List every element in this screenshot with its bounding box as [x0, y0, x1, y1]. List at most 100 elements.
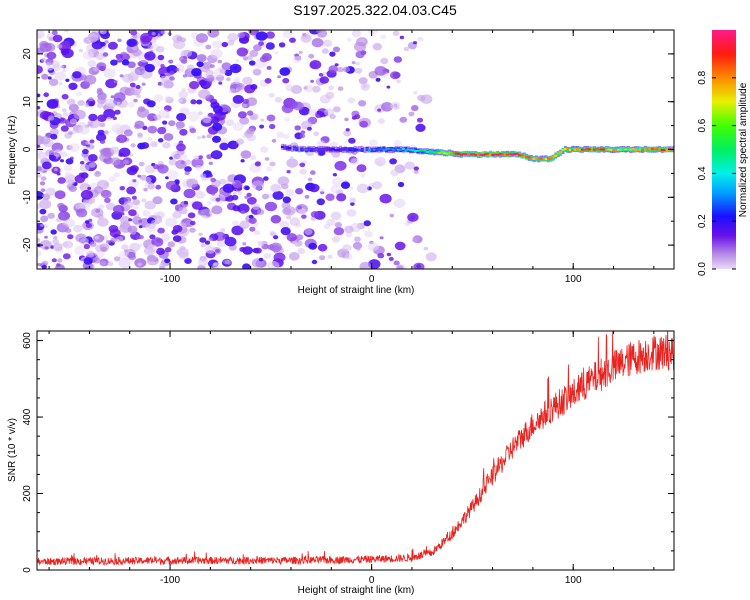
- signal-cell: [636, 149, 640, 152]
- noise-blob: [274, 51, 279, 55]
- noise-blob: [103, 130, 109, 135]
- noise-blob: [87, 60, 97, 68]
- noise-blob: [317, 243, 328, 252]
- colorbar-tick-label: 0.8: [697, 70, 708, 84]
- noise-blob: [88, 97, 94, 102]
- noise-blob: [259, 124, 265, 129]
- noise-blob: [127, 61, 136, 69]
- noise-blob: [94, 249, 105, 258]
- signal-cell: [450, 152, 454, 155]
- colorbar-gradient: [712, 30, 736, 269]
- noise-blob: [316, 30, 322, 34]
- noise-blob: [51, 142, 64, 152]
- signal-cell: [411, 149, 415, 152]
- noise-blob: [160, 64, 165, 68]
- noise-blob: [233, 77, 241, 84]
- noise-blob: [136, 107, 150, 118]
- signal-cell: [648, 147, 652, 150]
- noise-blob: [417, 36, 424, 42]
- noise-blob: [271, 138, 277, 143]
- noise-blob: [83, 74, 97, 85]
- noise-blob: [346, 37, 352, 42]
- noise-blob: [165, 217, 178, 228]
- noise-blob: [100, 246, 108, 252]
- noise-blob: [114, 109, 121, 115]
- noise-blob: [353, 41, 367, 52]
- noise-blob: [127, 101, 135, 108]
- signal-cell: [467, 153, 471, 156]
- noise-blob: [311, 259, 318, 265]
- noise-blob: [283, 134, 290, 140]
- noise-blob: [248, 60, 256, 66]
- signal-cell: [382, 149, 386, 152]
- noise-blob: [403, 46, 410, 52]
- noise-blob: [299, 168, 307, 175]
- noise-blob: [348, 137, 356, 144]
- noise-blob: [141, 198, 147, 203]
- noise-blob: [246, 192, 252, 197]
- signal-cell: [348, 147, 352, 152]
- noise-blob: [178, 251, 189, 260]
- noise-blob: [279, 67, 291, 76]
- noise-blob: [88, 144, 95, 150]
- noise-blob: [254, 230, 261, 236]
- noise-blob: [231, 225, 244, 236]
- signal-cell: [464, 153, 468, 156]
- noise-blob: [118, 152, 124, 157]
- noise-blob: [369, 139, 378, 147]
- colorbar: 0.0 0.2 0.4 0.6 0.8 Normalized spectral ampl…: [697, 30, 749, 276]
- x-tick-label: 100: [565, 575, 582, 586]
- noise-blob: [237, 191, 243, 196]
- signal-cell: [339, 148, 342, 152]
- noise-blob: [37, 152, 48, 161]
- noise-blob: [37, 106, 41, 110]
- noise-blob: [106, 116, 112, 121]
- noise-blob: [110, 95, 115, 99]
- signal-cell: [290, 145, 294, 152]
- noise-blob: [334, 222, 342, 228]
- noise-blob: [132, 34, 138, 39]
- noise-blob: [246, 110, 254, 116]
- noise-blob: [41, 264, 47, 269]
- spectrogram-x-label: Height of straight line (km): [298, 285, 415, 296]
- noise-blob: [332, 46, 341, 53]
- noise-blob: [210, 177, 217, 183]
- noise-blob: [280, 227, 291, 236]
- noise-blob: [301, 214, 307, 219]
- noise-blob: [304, 228, 313, 235]
- signal-cell: [469, 153, 473, 156]
- noise-blob: [425, 252, 437, 262]
- noise-blob: [187, 212, 196, 219]
- noise-blob: [153, 211, 159, 216]
- noise-blob: [206, 74, 215, 82]
- noise-blob: [374, 66, 387, 76]
- signal-cell: [392, 148, 396, 151]
- signal-cell: [283, 145, 287, 150]
- noise-blob: [232, 122, 244, 131]
- noise-blob: [74, 245, 86, 256]
- signal-cell: [409, 149, 413, 151]
- noise-blob: [61, 48, 74, 59]
- noise-blob: [351, 61, 356, 65]
- noise-blob: [110, 146, 120, 154]
- noise-blob: [190, 99, 197, 105]
- y-tick-label: 400: [22, 408, 33, 425]
- noise-blob: [367, 242, 379, 252]
- signal-cell: [474, 153, 478, 156]
- noise-blob: [399, 35, 405, 40]
- noise-blob: [69, 118, 77, 125]
- signal-cell: [537, 158, 541, 161]
- noise-blob: [393, 260, 400, 266]
- noise-blob: [128, 253, 137, 261]
- signal-cell: [455, 152, 459, 155]
- signal-cell: [326, 146, 330, 151]
- noise-blob: [84, 220, 90, 224]
- noise-blob: [265, 31, 275, 39]
- noise-blob: [260, 146, 269, 153]
- noise-blob: [98, 204, 105, 210]
- signal-cell: [433, 151, 437, 154]
- signal-cell: [539, 157, 543, 160]
- noise-blob: [344, 225, 354, 234]
- noise-blob: [135, 84, 141, 89]
